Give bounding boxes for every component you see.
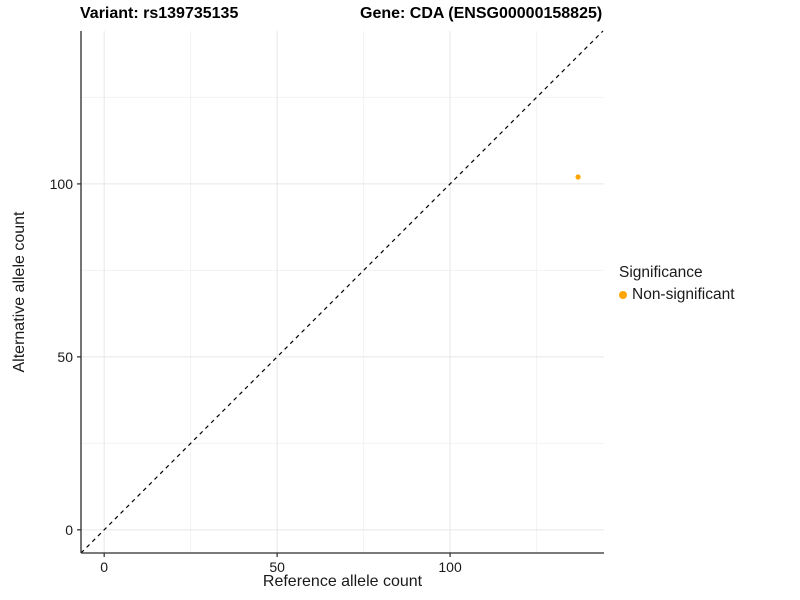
legend: Significance Non-significant — [619, 264, 735, 304]
y-axis-title: Alternative allele count — [11, 211, 28, 373]
legend-item: Non-significant — [619, 286, 735, 304]
x-axis-title: Reference allele count — [262, 573, 423, 590]
data-point — [575, 174, 581, 180]
legend-title: Significance — [619, 264, 703, 281]
legend-item-label: Non-significant — [632, 286, 735, 303]
y-tick-label: 100 — [50, 176, 74, 192]
gene-title: Gene: CDA (ENSG00000158825) — [360, 5, 603, 22]
variant-title: Variant: rs139735135 — [80, 5, 239, 22]
legend-point-swatch — [619, 291, 627, 299]
x-tick-label: 50 — [269, 559, 285, 575]
y-tick-label: 50 — [57, 349, 73, 365]
x-tick-label: 0 — [100, 559, 108, 575]
x-tick-label: 100 — [438, 559, 462, 575]
identity-dashed-line — [80, 30, 604, 554]
y-tick-label: 0 — [65, 522, 73, 538]
